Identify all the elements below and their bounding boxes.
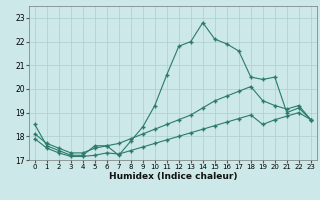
X-axis label: Humidex (Indice chaleur): Humidex (Indice chaleur) bbox=[108, 172, 237, 181]
